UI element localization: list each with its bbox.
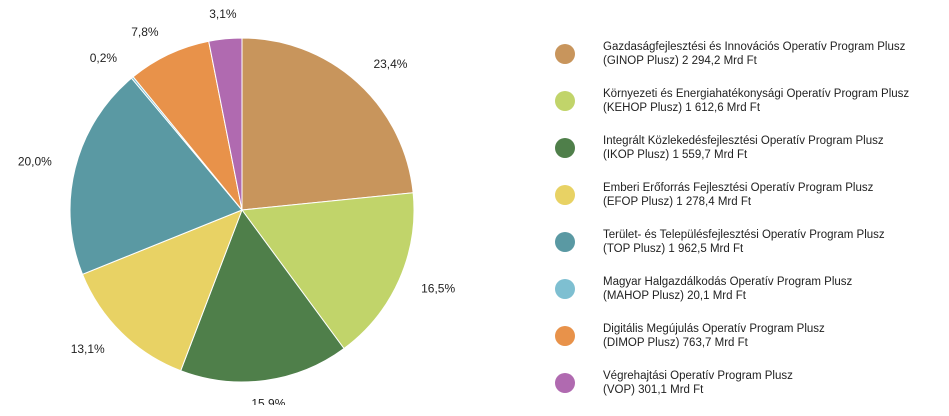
page: 23,4% 16,5% 15,9% 13,1% 20,0% 0,2% 7,8% 3,1% Ga… <box>17 7 910 405</box>
pie-slice <box>81 209 243 372</box>
legend-swatch <box>555 138 575 158</box>
slice-label: 0,2% <box>90 51 118 65</box>
legend-item: Gazdaságfejlesztési és Innovációs Operat… <box>555 40 949 87</box>
slice-label: 15,9% <box>251 396 285 405</box>
legend-label: Magyar Halgazdálkodás Operatív Program P… <box>603 276 853 302</box>
slice-label: 13,1% <box>71 342 105 356</box>
pie-slice <box>180 208 345 383</box>
legend-item: Végrehajtási Operatív Program Plusz (VOP… <box>555 369 949 416</box>
legend-label: Környezeti és Energiahatékonysági Operat… <box>603 88 910 114</box>
slice-label: 23,4% <box>373 57 407 71</box>
legend-item: Terület- és Településfejlesztési Operatí… <box>555 228 949 275</box>
legend-swatch <box>555 279 575 299</box>
chart: 23,4% 16,5% 15,9% 13,1% 20,0% 0,2% 7,8% 3,1% <box>18 7 456 405</box>
legend-swatch <box>555 91 575 111</box>
slice-label: 7,8% <box>131 25 159 39</box>
legend-label: Terület- és Településfejlesztési Operatí… <box>603 229 885 255</box>
legend-label: Digitális Megújulás Operatív Program Plu… <box>603 323 825 349</box>
pie-slice <box>241 37 414 211</box>
legend-item: Környezeti és Energiahatékonysági Operat… <box>555 87 949 134</box>
slice-label: 20,0% <box>18 155 52 169</box>
slice-label: 3,1% <box>209 7 237 21</box>
legend-swatch <box>555 185 575 205</box>
legend-swatch <box>555 373 575 393</box>
legend-label: Gazdaságfejlesztési és Innovációs Operat… <box>603 41 906 67</box>
legend-label: Integrált Közlekedésfejlesztési Operatív… <box>603 135 884 161</box>
legend-item: Magyar Halgazdálkodás Operatív Program P… <box>555 275 949 322</box>
pie-slice <box>69 77 243 275</box>
legend-item: Digitális Megújulás Operatív Program Plu… <box>555 322 949 369</box>
legend: Gazdaságfejlesztési és Innovációs Operat… <box>555 40 949 416</box>
legend-swatch <box>555 44 575 64</box>
pie-slice <box>241 192 415 350</box>
legend-label: Végrehajtási Operatív Program Plusz (VOP… <box>603 370 793 396</box>
legend-item: Emberi Erőforrás Fejlesztési Operatív Pr… <box>555 181 949 228</box>
legend-swatch <box>555 326 575 346</box>
legend-swatch <box>555 232 575 252</box>
legend-item: Integrált Közlekedésfejlesztési Operatív… <box>555 134 949 181</box>
legend-label: Emberi Erőforrás Fejlesztési Operatív Pr… <box>603 182 874 208</box>
pie-slice <box>208 37 243 211</box>
slice-label: 16,5% <box>421 282 455 296</box>
